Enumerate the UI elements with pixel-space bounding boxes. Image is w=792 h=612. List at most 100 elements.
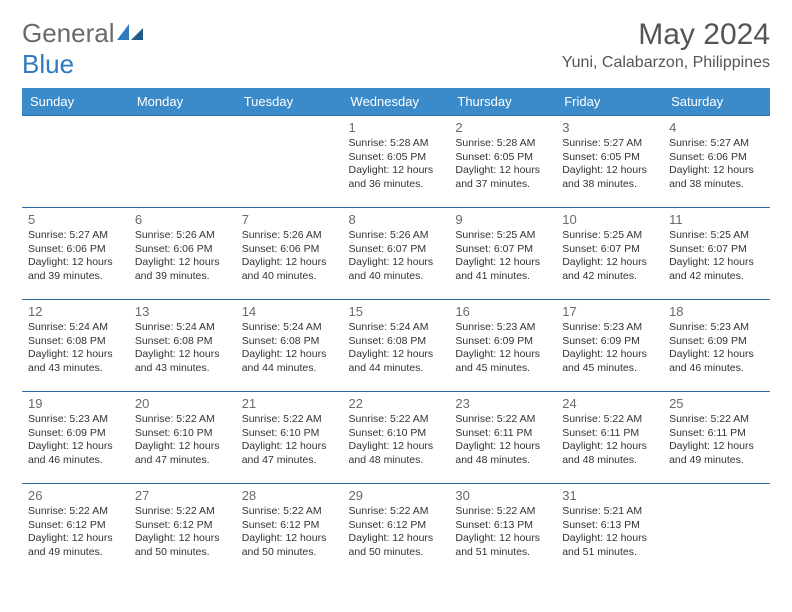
day-number: 6 (135, 212, 230, 227)
day-info: Sunrise: 5:25 AMSunset: 6:07 PMDaylight:… (669, 229, 764, 284)
weekday-header: Friday (556, 88, 663, 116)
location-subtitle: Yuni, Calabarzon, Philippines (562, 54, 770, 72)
day-number: 24 (562, 396, 657, 411)
day-info: Sunrise: 5:22 AMSunset: 6:11 PMDaylight:… (455, 413, 550, 468)
day-number: 20 (135, 396, 230, 411)
calendar-week-row: 19 Sunrise: 5:23 AMSunset: 6:09 PMDayligh… (22, 392, 770, 484)
day-number: 25 (669, 396, 764, 411)
calendar-day-cell: 10Sunrise: 5:25 AMSunset: 6:07 PMDayligh… (556, 208, 663, 300)
day-info: Sunrise: 5:22 AMSunset: 6:10 PMDaylight:… (242, 413, 337, 468)
calendar-day-cell: 8Sunrise: 5:26 AMSunset: 6:07 PMDaylight… (343, 208, 450, 300)
day-info: Sunrise: 5:28 AMSunset: 6:05 PMDaylight:… (349, 137, 444, 192)
calendar-day-cell (663, 484, 770, 576)
day-info: Sunrise: 5:22 AMSunset: 6:12 PMDaylight:… (135, 505, 230, 560)
day-info: Sunrise: 5:21 AMSunset: 6:13 PMDaylight:… (562, 505, 657, 560)
calendar-day-cell: 2Sunrise: 5:28 AMSunset: 6:05 PMDaylight… (449, 116, 556, 208)
calendar-day-cell: 26 Sunrise: 5:22 AMSunset: 6:12 PMDayligh… (22, 484, 129, 576)
day-number: 4 (669, 120, 764, 135)
calendar-day-cell: 25 Sunrise: 5:22 AMSunset: 6:11 PMDayligh… (663, 392, 770, 484)
calendar-day-cell: 31Sunrise: 5:21 AMSunset: 6:13 PMDayligh… (556, 484, 663, 576)
day-number: 7 (242, 212, 337, 227)
day-number: 3 (562, 120, 657, 135)
day-number: 1 (349, 120, 444, 135)
calendar-day-cell: 17 Sunrise: 5:23 AMSunset: 6:09 PMDayligh… (556, 300, 663, 392)
weekday-header: Tuesday (236, 88, 343, 116)
day-info: Sunrise: 5:22 AMSunset: 6:11 PMDaylight:… (562, 413, 657, 468)
calendar-day-cell: 20Sunrise: 5:22 AMSunset: 6:10 PMDayligh… (129, 392, 236, 484)
day-number: 13 (135, 304, 230, 319)
day-number: 12 (28, 304, 123, 319)
calendar-day-cell: 14Sunrise: 5:24 AMSunset: 6:08 PMDayligh… (236, 300, 343, 392)
day-number: 23 (455, 396, 550, 411)
day-info: Sunrise: 5:23 AMSunset: 6:09 PMDaylight:… (669, 321, 764, 376)
calendar-day-cell: 19 Sunrise: 5:23 AMSunset: 6:09 PMDayligh… (22, 392, 129, 484)
day-info: Sunrise: 5:22 AMSunset: 6:10 PMDaylight:… (349, 413, 444, 468)
day-info: Sunrise: 5:26 AMSunset: 6:06 PMDaylight:… (242, 229, 337, 284)
day-info: Sunrise: 5:23 AMSunset: 6:09 PMDaylight:… (455, 321, 550, 376)
day-info: Sunrise: 5:26 AMSunset: 6:06 PMDaylight:… (135, 229, 230, 284)
calendar-day-cell: 23 Sunrise: 5:22 AMSunset: 6:11 PMDayligh… (449, 392, 556, 484)
calendar-day-cell: 22 Sunrise: 5:22 AMSunset: 6:10 PMDayligh… (343, 392, 450, 484)
calendar-day-cell: 6 Sunrise: 5:26 AMSunset: 6:06 PMDaylight… (129, 208, 236, 300)
calendar-day-cell: 9 Sunrise: 5:25 AMSunset: 6:07 PMDaylight… (449, 208, 556, 300)
page-title: May 2024 (562, 18, 770, 52)
day-number: 26 (28, 488, 123, 503)
day-info: Sunrise: 5:24 AMSunset: 6:08 PMDaylight:… (28, 321, 123, 376)
day-number: 28 (242, 488, 337, 503)
day-number: 19 (28, 396, 123, 411)
calendar-day-cell: 29Sunrise: 5:22 AMSunset: 6:12 PMDayligh… (343, 484, 450, 576)
calendar-header-row: SundayMondayTuesdayWednesdayThursdayFrid… (22, 88, 770, 116)
day-info: Sunrise: 5:24 AMSunset: 6:08 PMDaylight:… (135, 321, 230, 376)
day-info: Sunrise: 5:27 AMSunset: 6:05 PMDaylight:… (562, 137, 657, 192)
day-number: 30 (455, 488, 550, 503)
calendar-day-cell: 21Sunrise: 5:22 AMSunset: 6:10 PMDayligh… (236, 392, 343, 484)
day-info: Sunrise: 5:22 AMSunset: 6:11 PMDaylight:… (669, 413, 764, 468)
calendar-day-cell: 11Sunrise: 5:25 AMSunset: 6:07 PMDayligh… (663, 208, 770, 300)
day-number: 27 (135, 488, 230, 503)
calendar-day-cell: 3 Sunrise: 5:27 AMSunset: 6:05 PMDaylight… (556, 116, 663, 208)
day-number: 22 (349, 396, 444, 411)
day-info: Sunrise: 5:23 AMSunset: 6:09 PMDaylight:… (562, 321, 657, 376)
sail-icon (115, 22, 145, 42)
weekday-header: Saturday (663, 88, 770, 116)
calendar-body: 1 Sunrise: 5:28 AMSunset: 6:05 PMDaylight… (22, 116, 770, 576)
day-info: Sunrise: 5:22 AMSunset: 6:13 PMDaylight:… (455, 505, 550, 560)
title-block: May 2024 Yuni, Calabarzon, Philippines (562, 18, 770, 72)
day-number: 2 (455, 120, 550, 135)
calendar-day-cell: 16Sunrise: 5:23 AMSunset: 6:09 PMDayligh… (449, 300, 556, 392)
calendar-day-cell: 13 Sunrise: 5:24 AMSunset: 6:08 PMDayligh… (129, 300, 236, 392)
calendar-week-row: 1 Sunrise: 5:28 AMSunset: 6:05 PMDaylight… (22, 116, 770, 208)
weekday-header: Wednesday (343, 88, 450, 116)
day-info: Sunrise: 5:25 AMSunset: 6:07 PMDaylight:… (455, 229, 550, 284)
weekday-header: Thursday (449, 88, 556, 116)
calendar-day-cell: 15Sunrise: 5:24 AMSunset: 6:08 PMDayligh… (343, 300, 450, 392)
day-number: 15 (349, 304, 444, 319)
day-info: Sunrise: 5:22 AMSunset: 6:12 PMDaylight:… (242, 505, 337, 560)
day-number: 17 (562, 304, 657, 319)
weekday-header: Monday (129, 88, 236, 116)
calendar-day-cell: 12 Sunrise: 5:24 AMSunset: 6:08 PMDayligh… (22, 300, 129, 392)
calendar-day-cell: 24 Sunrise: 5:22 AMSunset: 6:11 PMDayligh… (556, 392, 663, 484)
brand-text-1: General (22, 18, 115, 48)
day-info: Sunrise: 5:26 AMSunset: 6:07 PMDaylight:… (349, 229, 444, 284)
calendar-day-cell: 5Sunrise: 5:27 AMSunset: 6:06 PMDaylight… (22, 208, 129, 300)
day-info: Sunrise: 5:23 AMSunset: 6:09 PMDaylight:… (28, 413, 123, 468)
day-number: 5 (28, 212, 123, 227)
weekday-header: Sunday (22, 88, 129, 116)
calendar-day-cell: 4Sunrise: 5:27 AMSunset: 6:06 PMDaylight… (663, 116, 770, 208)
day-number: 14 (242, 304, 337, 319)
day-info: Sunrise: 5:22 AMSunset: 6:12 PMDaylight:… (28, 505, 123, 560)
day-number: 9 (455, 212, 550, 227)
calendar-week-row: 12 Sunrise: 5:24 AMSunset: 6:08 PMDayligh… (22, 300, 770, 392)
calendar-day-cell: 28 Sunrise: 5:22 AMSunset: 6:12 PMDayligh… (236, 484, 343, 576)
calendar-week-row: 26 Sunrise: 5:22 AMSunset: 6:12 PMDayligh… (22, 484, 770, 576)
brand-logo: GeneralBlue (22, 18, 145, 80)
calendar-day-cell: 1 Sunrise: 5:28 AMSunset: 6:05 PMDaylight… (343, 116, 450, 208)
calendar-day-cell: 18Sunrise: 5:23 AMSunset: 6:09 PMDayligh… (663, 300, 770, 392)
calendar-day-cell: 7 Sunrise: 5:26 AMSunset: 6:06 PMDaylight… (236, 208, 343, 300)
day-number: 10 (562, 212, 657, 227)
day-number: 29 (349, 488, 444, 503)
brand-text: GeneralBlue (22, 18, 145, 80)
calendar-week-row: 5Sunrise: 5:27 AMSunset: 6:06 PMDaylight… (22, 208, 770, 300)
calendar-day-cell: 30 Sunrise: 5:22 AMSunset: 6:13 PMDayligh… (449, 484, 556, 576)
